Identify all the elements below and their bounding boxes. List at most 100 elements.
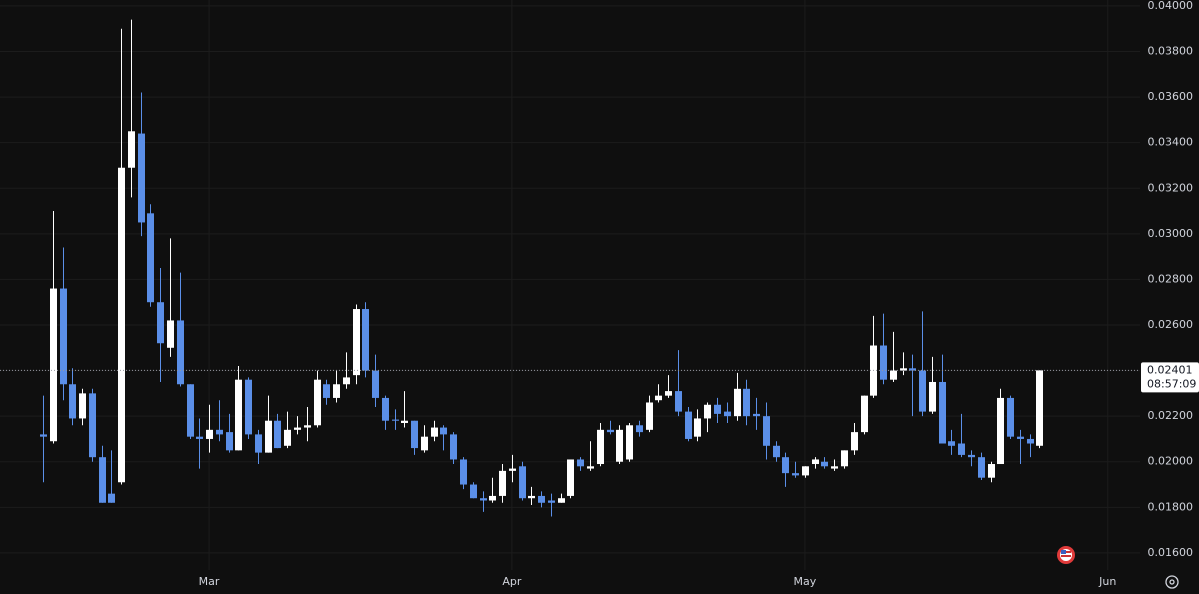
candle-body [265,420,272,453]
candle-body [343,377,350,385]
candle-body [431,427,438,437]
candle-body [861,395,868,433]
candle-body [685,411,692,439]
candle-body [734,388,741,417]
candle-body [460,459,467,485]
candle-body [187,384,194,437]
y-tick-label: 0.03000 [1148,227,1194,240]
candle-body [1007,397,1014,437]
candle-body [616,429,623,462]
candle-body [704,404,711,419]
candle-body [802,466,809,476]
y-tick-label: 0.02600 [1148,318,1194,331]
candle-body [880,345,887,380]
candle-body [607,429,614,433]
candle-body [773,445,780,458]
y-tick-label: 0.03600 [1148,90,1194,103]
candle-body [284,429,291,446]
candle-body [89,393,96,458]
y-tick-label: 0.03400 [1148,136,1194,149]
candle-body [753,413,760,417]
candle-body [558,498,565,503]
x-tick-label: Apr [502,575,522,588]
candle-body [958,443,965,455]
candle-body [440,427,447,435]
x-tick-label: Jun [1098,575,1116,588]
candle-body [50,288,57,442]
candle-body [167,320,174,348]
candle-body [782,457,789,474]
last-price-box [1141,362,1199,393]
settings-icon[interactable] [1165,575,1179,589]
candle-body [372,370,379,398]
candle-body [60,288,67,385]
candle-body [108,493,115,503]
y-tick-label: 0.01800 [1148,500,1194,513]
candle-body [890,370,897,380]
candle-body [675,391,682,412]
y-tick-label: 0.02000 [1148,455,1194,468]
candle-body [470,484,477,499]
candle-body [567,459,574,496]
candle-body [499,470,506,496]
candle-body [929,381,936,412]
candle-body [314,379,321,426]
candle-body [948,441,955,446]
candle-body [1036,370,1043,446]
candle-body [939,381,946,444]
flag-icon[interactable] [1057,546,1075,564]
candle-body [919,370,926,412]
candle-body [40,434,47,437]
candle-body [528,495,535,499]
candle-body [382,397,389,421]
candle-body [421,436,428,451]
candle-body [450,434,457,460]
candle-body [353,309,360,376]
candle-body [79,393,86,419]
candle-body [245,379,252,435]
candle-body [724,411,731,417]
candle-body [646,402,653,430]
y-tick-label: 0.03200 [1148,181,1194,194]
y-tick-label: 0.04000 [1148,0,1194,12]
candle-body [489,495,496,501]
candle-body [138,133,145,223]
candle-body [812,459,819,465]
x-tick-label: Mar [199,575,220,588]
candle-body [128,131,135,168]
candle-body [99,457,106,503]
candle-body [694,418,701,437]
candle-body [636,425,643,433]
candle-body [294,427,301,430]
candle-body [714,404,721,414]
x-tick-label: May [794,575,817,588]
candle-body [157,302,164,344]
candle-body [509,468,516,471]
candle-body [988,464,995,478]
candle-body [401,420,408,423]
candle-body [480,498,487,501]
candle-body [1017,436,1024,439]
candle-body [255,434,262,453]
candle-body [587,466,594,469]
y-tick-label: 0.01600 [1148,546,1194,559]
candle-body [909,368,916,371]
candle-body [323,384,330,398]
candle-body [333,384,340,398]
candle-body [743,388,750,417]
candle-body [763,416,770,446]
candle-body [597,429,604,465]
candle-body [1027,438,1034,444]
candle-body [626,425,633,460]
candle-body [968,454,975,458]
candle-body [69,384,76,419]
candle-body [792,473,799,476]
candle-body [392,419,399,421]
candle-body [519,466,526,499]
candle-body [577,459,584,467]
candle-body [900,368,907,371]
